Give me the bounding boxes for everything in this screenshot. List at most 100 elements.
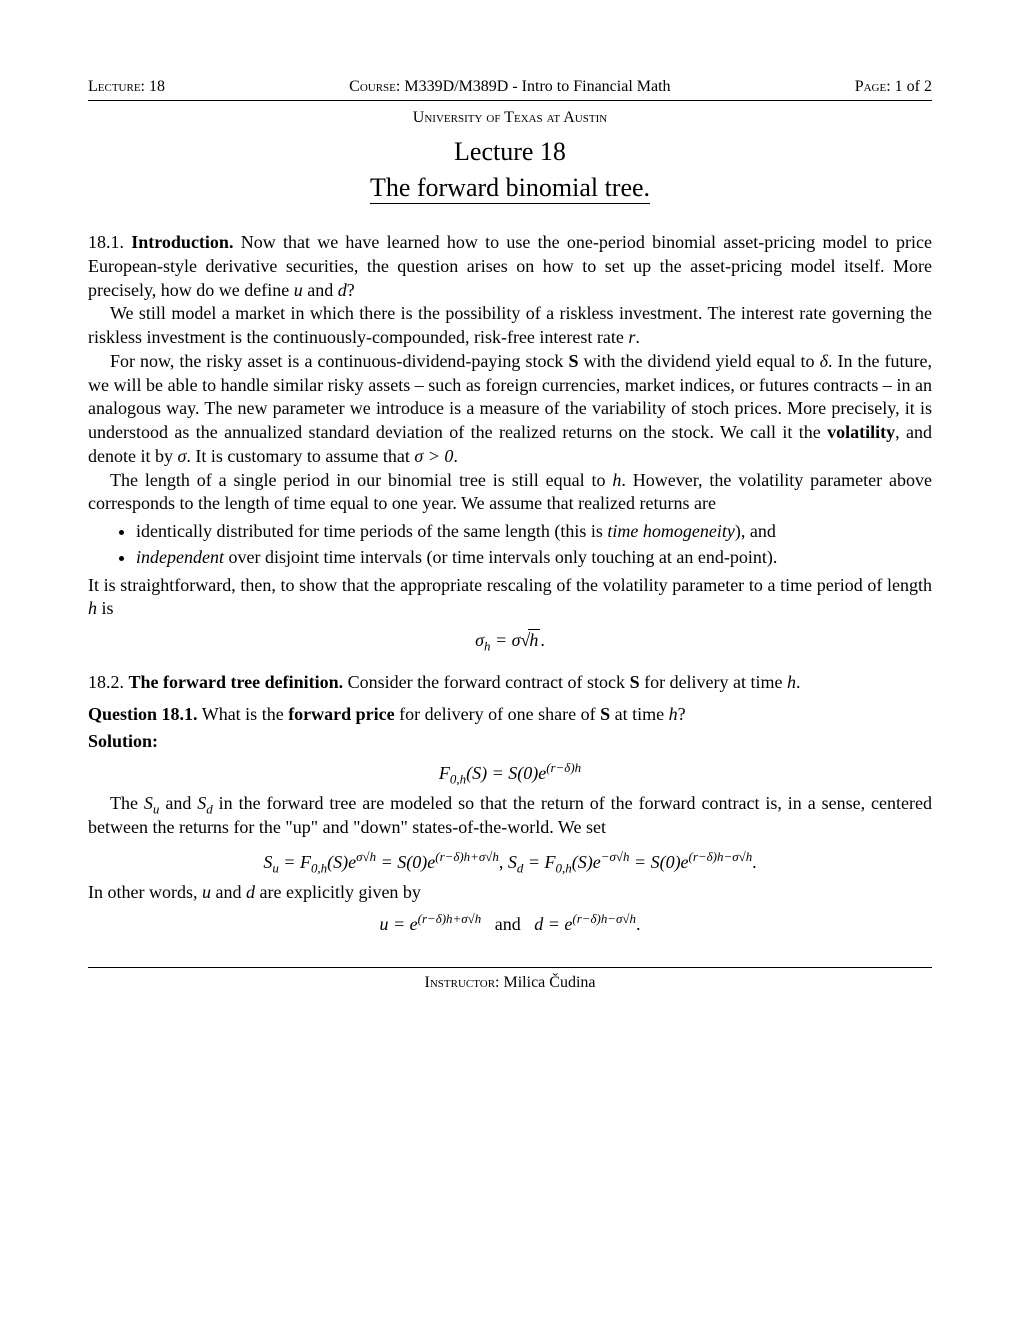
eq3-2exp2: (r−δ)h−σ√h	[689, 849, 753, 864]
eq3-2c: (S)e	[572, 852, 601, 872]
page-value: 1 of 2	[895, 78, 932, 95]
p2-tail: .	[635, 327, 640, 347]
q-text-a: What is the	[202, 704, 288, 724]
eq4: u = e(r−δ)h+σ√h and d = e(r−δ)h−σ√h.	[379, 913, 640, 937]
s2-p2b: and	[159, 793, 197, 813]
p5a: It is straightforward, then, to show tha…	[88, 575, 932, 595]
sec-number-2: 18.2.	[88, 672, 124, 692]
p3a: For now, the risky asset is a continuous…	[110, 351, 568, 371]
eq3-2exp1: −σ√h	[601, 849, 630, 864]
bullet1-em: time homogeneity	[607, 521, 734, 541]
s2-p3c: are explicitly given by	[255, 882, 421, 902]
eq3-line1: Su = F0,h(S)eσ√h = S(0)e(r−δ)h+σ√h,	[263, 851, 503, 875]
eq4-exp1: (r−δ)h+σ√h	[418, 911, 482, 926]
eq4-b: d = e	[534, 914, 572, 934]
eq4-tail: .	[636, 914, 641, 934]
equation-su-sd: Su = F0,h(S)eσ√h = S(0)e(r−δ)h+σ√h, Sd =…	[88, 847, 932, 875]
section-18-2-p3: In other words, u and d are explicitly g…	[88, 881, 932, 905]
eq1-eq: = σ	[490, 630, 520, 650]
q-text-d: ?	[678, 704, 686, 724]
bullet2: over disjoint time intervals (or time in…	[224, 547, 777, 567]
solution-label: Solution:	[88, 730, 932, 754]
lecture-label: Lecture:	[88, 78, 145, 95]
section-18-1: 18.1. Introduction. Now that we have lea…	[88, 231, 932, 653]
eq3-2b: = F	[523, 852, 555, 872]
p1-tail: ?	[347, 280, 355, 300]
s2-p1c: .	[796, 672, 801, 692]
header-mid: Course: M339D/M389D - Intro to Financial…	[349, 78, 670, 96]
bullet1a: identically distributed for time periods…	[136, 521, 607, 541]
equation-sigma-h: σh = σ√h.	[88, 629, 932, 653]
eq2-F: F	[439, 763, 450, 783]
p3b: with the dividend yield equal to	[578, 351, 819, 371]
bullet1b: ), and	[735, 521, 776, 541]
q-text-c: at time	[610, 704, 668, 724]
assumption-list: identically distributed for time periods…	[136, 520, 932, 570]
eq3-1a: S	[263, 852, 272, 872]
eq1-radicand: h	[528, 629, 540, 650]
var-h-2: h	[88, 598, 97, 618]
lecture-number: 18	[149, 78, 165, 95]
bullet2-em: independent	[136, 547, 224, 567]
eq3-1b: = F	[279, 852, 311, 872]
sec-heading: Introduction.	[131, 232, 233, 252]
section-18-1-p2: We still model a market in which there i…	[88, 302, 932, 350]
eq3-1tail: ,	[499, 852, 504, 872]
equation-forward-price: F0,h(S) = S(0)e(r−δ)h	[88, 762, 932, 786]
p2-text: We still model a market in which there i…	[88, 303, 932, 347]
page-header: Lecture: 18 Course: M339D/M389D - Intro …	[88, 78, 932, 101]
section-18-1-p4: The length of a single period in our bin…	[88, 469, 932, 517]
s2-p2a: The	[110, 793, 144, 813]
lecture-title: Lecture 18	[88, 137, 932, 167]
s2-p3b: and	[211, 882, 246, 902]
var-h-3: h	[787, 672, 796, 692]
s2-p3a: In other words,	[88, 882, 202, 902]
course-code: M339D/M389D - Intro to Financial Math	[404, 78, 670, 95]
list-item: independent over disjoint time intervals…	[136, 546, 932, 570]
section-18-2: 18.2. The forward tree definition. Consi…	[88, 671, 932, 937]
section-18-2-p1: 18.2. The forward tree definition. Consi…	[88, 671, 932, 695]
section-18-1-p3: For now, the risky asset is a continuous…	[88, 350, 932, 469]
university-line: University of Texas at Austin	[88, 109, 932, 127]
eq3-1exp2: (r−δ)h+σ√h	[435, 849, 499, 864]
eq3-line2: Sd = F0,h(S)e−σ√h = S(0)e(r−δ)h−σ√h.	[508, 851, 757, 875]
S-bold-2: S	[630, 672, 640, 692]
eq2-mid: (S) = S(0)e	[466, 763, 546, 783]
var-h-4: h	[669, 704, 678, 724]
q-text-b: for delivery of one share of	[395, 704, 600, 724]
eq1: σh = σ√h.	[475, 629, 545, 653]
section-18-2-p2: The Su and Sd in the forward tree are mo…	[88, 792, 932, 840]
eq4-exp2: (r−δ)h−σ√h	[572, 911, 636, 926]
eq3-1bsub: 0,h	[311, 861, 327, 876]
p3e: . It is customary to assume that	[186, 446, 414, 466]
lecture-subtitle: The forward binomial tree.	[88, 173, 932, 203]
page-label: Page:	[855, 78, 891, 95]
question-18-1: Question 18.1. What is the forward price…	[88, 703, 932, 755]
question-line: Question 18.1. What is the forward price…	[88, 703, 932, 727]
var-delta: δ	[820, 351, 828, 371]
p4a: The length of a single period in our bin…	[110, 470, 612, 490]
eq1-tail: .	[540, 630, 545, 650]
s2-p2c: in the forward tree are modeled so that …	[88, 793, 932, 837]
instructor-label: Instructor:	[425, 974, 500, 991]
eq3-1d: = S(0)e	[376, 852, 435, 872]
volatility-word: volatility	[827, 422, 895, 442]
eq3-2a: S	[508, 852, 517, 872]
q-bold: forward price	[288, 704, 394, 724]
header-left: Lecture: 18	[88, 78, 165, 96]
var-d: d	[338, 280, 347, 300]
eq3-2tail: .	[752, 852, 757, 872]
sec-number: 18.1.	[88, 232, 124, 252]
header-right: Page: 1 of 2	[855, 78, 932, 96]
eq2-exp: (r−δ)h	[546, 760, 581, 775]
var-d-2: d	[246, 882, 255, 902]
p3f: .	[453, 446, 458, 466]
page-footer: Instructor: Milica Čudina	[88, 967, 932, 992]
eq2: F0,h(S) = S(0)e(r−δ)h	[439, 762, 581, 786]
s2-p1a: Consider the forward contract of stock	[348, 672, 630, 692]
s2-p1b: for delivery at time	[640, 672, 787, 692]
eq3-2bsub: 0,h	[556, 861, 572, 876]
list-item: identically distributed for time periods…	[136, 520, 932, 544]
equation-u-d: u = e(r−δ)h+σ√h and d = e(r−δ)h−σ√h.	[88, 913, 932, 937]
eq2-sub: 0,h	[450, 772, 466, 787]
